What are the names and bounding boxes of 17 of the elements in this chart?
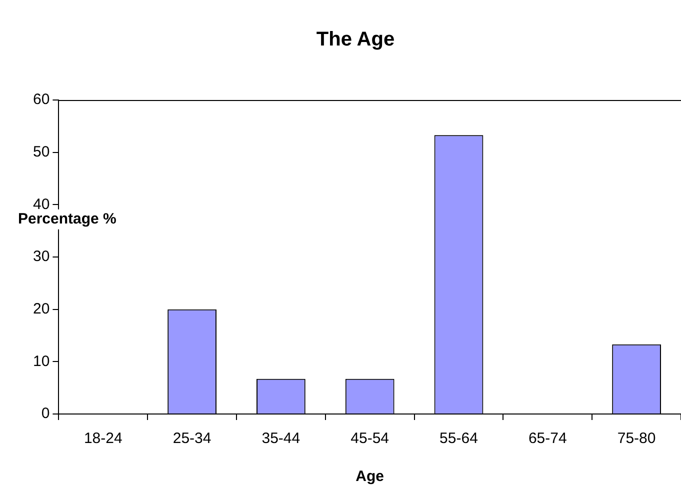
x-tick-label: 55-64 (440, 430, 478, 448)
y-tick-label: 30 (32, 248, 50, 266)
y-tick-label: 10 (32, 352, 50, 370)
y-tick-label: 20 (32, 300, 50, 318)
y-tick-label: 60 (32, 91, 50, 108)
x-tick-label: 65-74 (528, 430, 567, 448)
x-tick-label: 18-24 (84, 430, 122, 448)
chart-title: The Age (316, 28, 395, 51)
x-axis-title: Age (356, 468, 384, 486)
x-tick-label: 75-80 (617, 430, 656, 448)
x-tick-label: 25-34 (172, 430, 212, 448)
y-tick-label: 50 (32, 143, 50, 160)
y-tick-label: 0 (41, 405, 50, 422)
x-tick-label: 35-44 (262, 430, 300, 448)
x-tick-label: 45-54 (350, 430, 390, 448)
y-axis-title: Percentage % (18, 210, 116, 228)
y-tick-label: 40 (32, 196, 50, 213)
